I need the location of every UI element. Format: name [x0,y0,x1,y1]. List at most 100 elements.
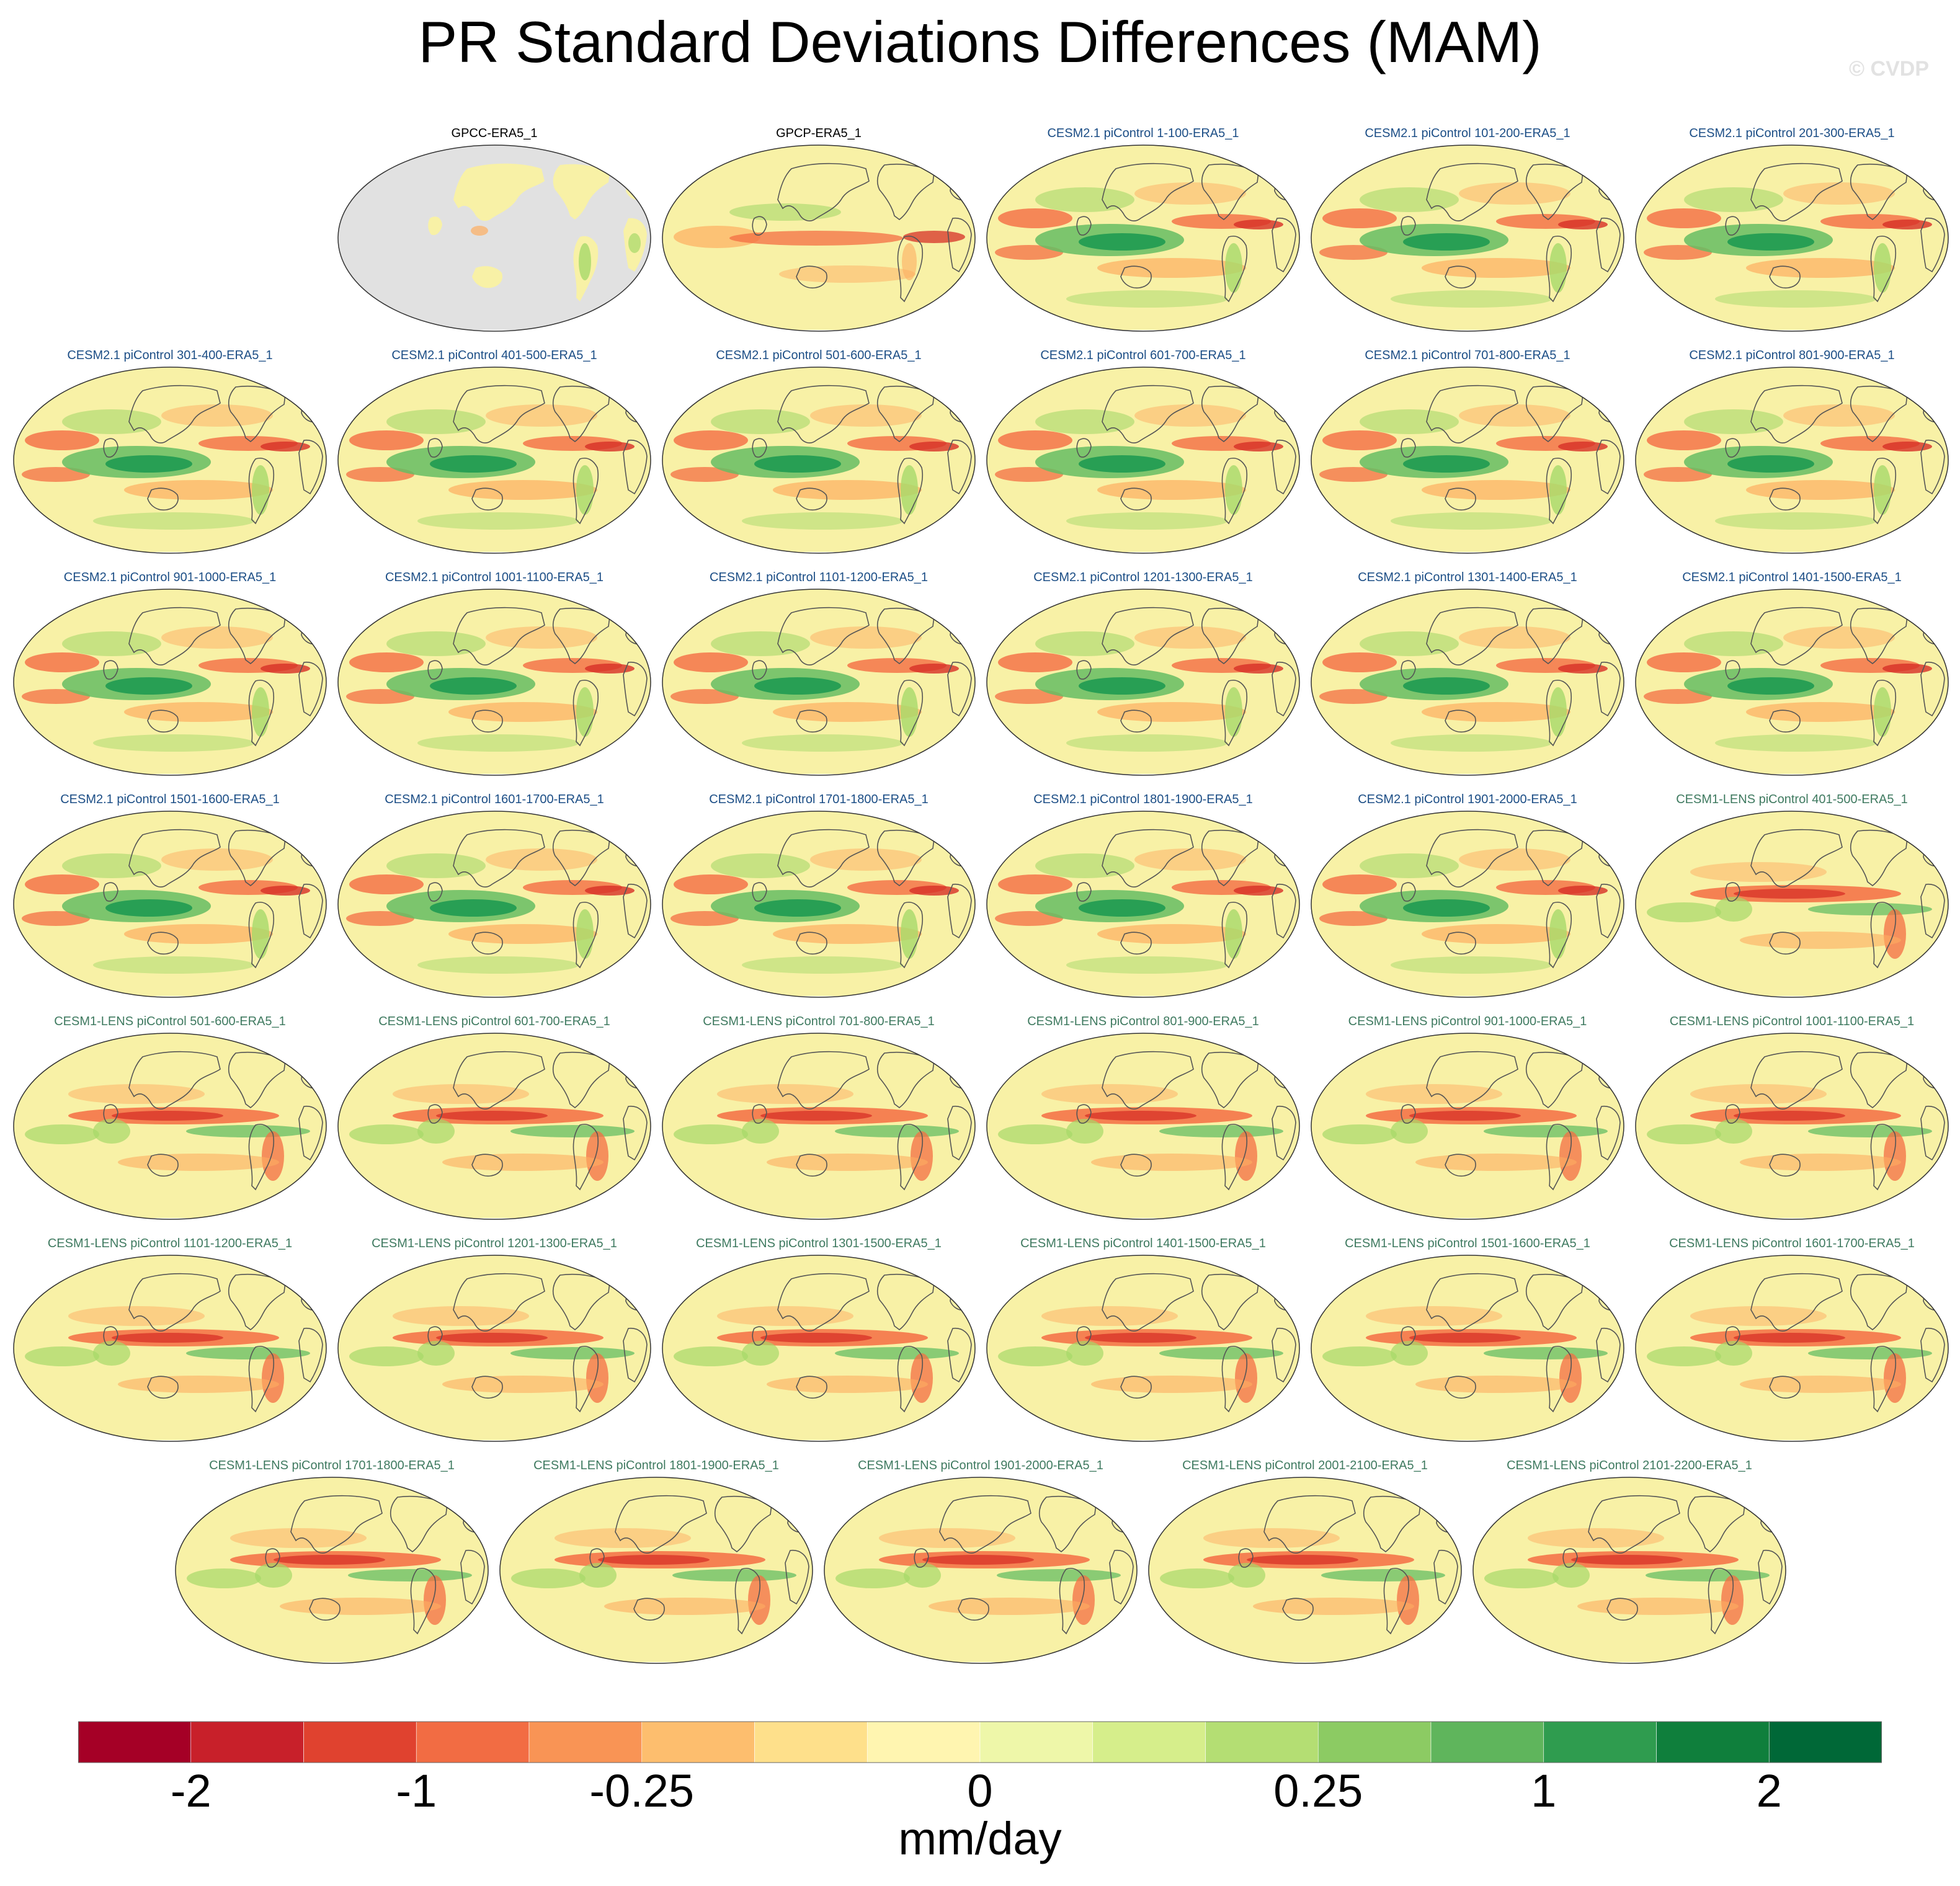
west-pacific-north-band [998,652,1072,672]
coast-asia [615,1495,707,1554]
coast-asia [1263,1495,1356,1554]
itcz-east [1882,664,1932,674]
colorbar-box [1430,1721,1544,1763]
indian-ocean-band [1647,1346,1721,1366]
itcz-east [585,442,635,451]
east-pacific-south-band [835,1125,959,1137]
equatorial-core [1085,1111,1196,1121]
north-pacific-east [161,404,273,427]
robinson-map [337,1033,651,1220]
east-pacific-south-band [1808,1125,1932,1137]
map-field [662,589,975,774]
colorbar-tick: 2 [1756,1765,1782,1817]
panel-title: GPCC-ERA5_1 [451,127,538,140]
coast-greenland [927,597,948,612]
coast-asia [453,1051,545,1110]
coast-africa [1920,662,1945,717]
coast-australia [796,709,827,733]
panel-title: CESM2.1 piControl 301-400-ERA5_1 [67,349,273,362]
south-america-band [1225,243,1242,293]
map-field [1149,1477,1461,1662]
panel-title: CESM2.1 piControl 801-900-ERA5_1 [1689,349,1895,362]
equatorial-core [1079,677,1165,695]
south-america-band [1072,1575,1095,1625]
coast-south-america [1546,680,1572,747]
itcz-east [1558,442,1608,451]
map-outline [986,589,1300,776]
indian-ocean-band [835,1568,910,1588]
west-pacific-north-band [25,430,99,450]
coast-asia [1426,385,1518,443]
panel-title: CESM1-LENS piControl 601-700-ERA5_1 [378,1015,610,1028]
robinson-map [1311,145,1624,332]
east-pacific-south-band [997,1569,1121,1581]
north-pacific [1041,1306,1178,1326]
north-pacific-storm [386,409,486,434]
coast-australia [471,709,503,733]
map-panel: CESM2.1 piControl 1-100-ERA5_1 [982,127,1304,337]
panel-title: CESM1-LENS piControl 1701-1800-ERA5_1 [209,1459,455,1472]
map-panel: CESM2.1 piControl 701-800-ERA5_1 [1306,349,1629,559]
coast-greenland [278,597,300,612]
coast-asia [1426,607,1518,665]
north-pacific [1366,1306,1502,1326]
robinson-map [986,1033,1300,1220]
west-pacific-south-band [995,689,1063,704]
north-pacific-east [161,848,273,871]
indian-ocean-band [998,1124,1072,1144]
coast-africa [947,218,972,273]
west-pacific-south-band [995,911,1063,926]
north-pacific-east [1134,404,1246,427]
map-panel: CESM1-LENS piControl 1001-1100-ERA5_1 [1631,1015,1953,1225]
north-pacific-storm [1360,187,1459,212]
maritime-continent [1391,1341,1428,1366]
coast-greenland [1900,375,1922,390]
indian-ocean-band [674,1346,748,1366]
coast-greenland [1576,1041,1597,1056]
itcz-east [261,664,310,674]
coast-australia [1769,265,1801,289]
panel-title: CESM2.1 piControl 701-800-ERA5_1 [1365,349,1570,362]
map-field [987,1255,1299,1440]
indian-ocean-band [349,1346,424,1366]
indian-ocean-band [25,1124,99,1144]
coast-india-maritime [752,1104,767,1124]
map-panel: CESM1-LENS piControl 601-700-ERA5_1 [333,1015,656,1225]
coast-africa [298,1106,323,1161]
coast-africa [1272,1106,1296,1161]
map-panel: CESM1-LENS piControl 1201-1300-ERA5_1 [333,1237,656,1448]
robinson-map [1635,811,1949,998]
spcz-band [118,1154,279,1171]
east-pacific-south-band [510,1125,635,1137]
coast-greenland [1738,1485,1759,1500]
coast-australia [1769,709,1801,733]
coast-asia [777,1051,870,1110]
coast-south-america [248,902,275,969]
map-panel: CESM1-LENS piControl 701-800-ERA5_1 [657,1015,980,1225]
coast-asia [128,1051,221,1110]
coast-australia [1445,265,1476,289]
coast-africa [1596,884,1621,939]
map-outline [662,145,976,332]
coast-india-maritime [427,1104,443,1124]
coast-australia [1445,709,1476,733]
robinson-map [662,1033,976,1220]
spcz-band [1422,480,1570,500]
south-america-band [1721,1575,1744,1625]
panel-title: CESM2.1 piControl 1201-1300-ERA5_1 [1033,571,1253,584]
panel-title: CESM2.1 piControl 601-700-ERA5_1 [1040,349,1246,362]
equatorial-core [1727,233,1814,251]
north-pacific-east [1134,182,1246,205]
north-pacific-storm [386,853,486,878]
north-pacific [1690,862,1827,882]
south-america-band [1235,1131,1257,1181]
coast-australia [471,1154,503,1177]
spcz-band [767,1376,928,1393]
coast-africa [1272,884,1296,939]
coast-india-maritime [1562,1548,1578,1568]
spcz-band [1253,1598,1414,1615]
north-pacific-storm [62,853,161,878]
south-america-band [1874,465,1891,515]
coast-india-maritime [1725,882,1740,902]
south-america-band [576,465,594,515]
